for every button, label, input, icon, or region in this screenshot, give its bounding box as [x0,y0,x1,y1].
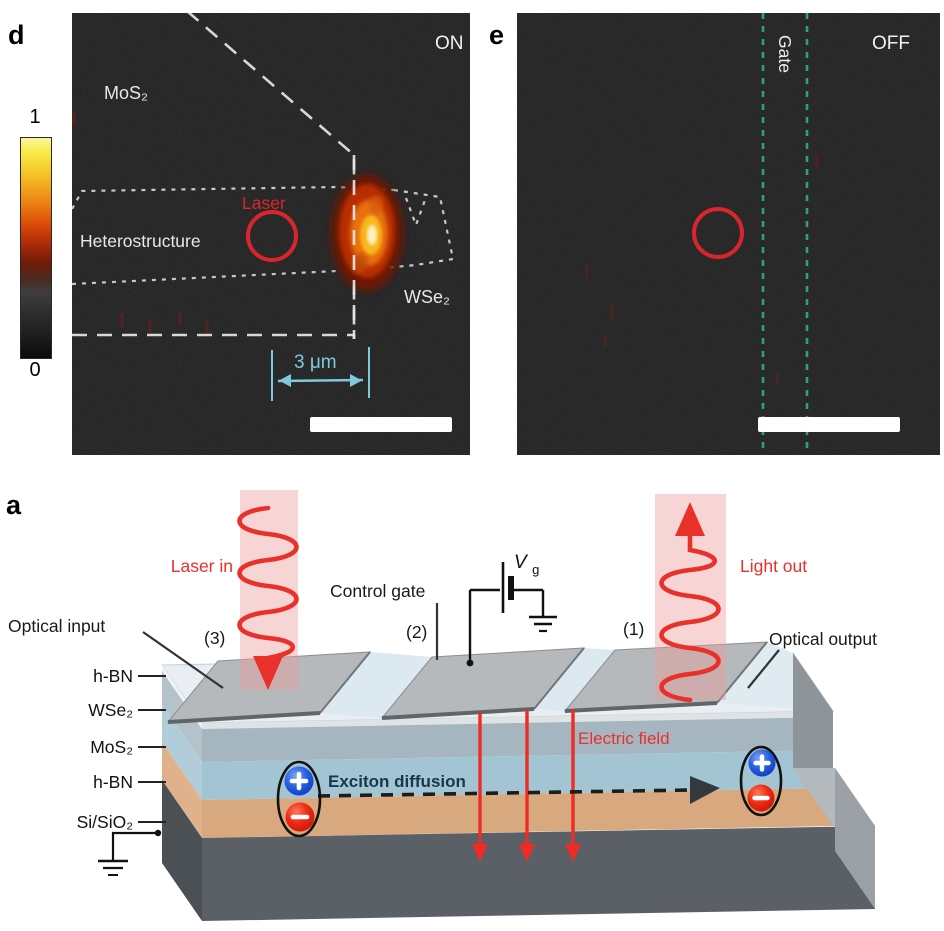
exciton-right [739,745,783,817]
faint-red-marks [72,111,209,333]
panel-a-letter: a [6,490,22,520]
heterostructure-outline [72,185,455,286]
field-arrowhead-icon [519,844,535,862]
electrode-1-label: (1) [623,619,644,639]
arrowhead-right-icon [350,374,362,387]
electrode-2 [380,647,586,720]
panel-e-noise-light [517,13,940,455]
gate-voltage-label: V g [514,552,539,577]
panel-e-status: OFF [872,33,910,54]
layer-hbn-top-front [202,711,833,729]
mos2-flake-boundary [72,13,356,339]
layer-label-wse2: WSe₂ [88,700,133,720]
panel-d-status: ON [435,33,464,54]
ground-icon [529,615,557,633]
electrode-3-label: (3) [204,628,225,648]
electric-field-label: Electric field [578,729,670,748]
layer-label-hbn-bottom: h-BN [93,772,133,792]
laser-label: Laser [242,193,286,213]
scale-bar [758,417,900,432]
laser-in-arrow [237,505,299,690]
battery-icon [501,562,514,613]
left-face-substrate [162,780,202,921]
panel-e-letter: e [489,20,505,50]
left-face-hbn-bottom [162,742,202,838]
plus-icon [289,771,309,791]
layer-label-substrate: Si/SiO₂ [77,812,133,832]
colorbar [20,137,52,359]
laser-in-label: Laser in [171,556,233,576]
wse2-region-label: WSe₂ [404,287,450,307]
substrate-ground-icon [98,831,158,876]
exciton-left [276,760,322,838]
laser-position-circle [246,210,298,262]
scale-bar [310,417,452,432]
arrowhead-left-icon [279,374,291,387]
diffusion-arrowhead-icon [690,776,720,804]
plus-icon [753,754,771,772]
panel-a-schematic: Laser in Control gate Light out Optical … [8,490,877,921]
ground-contact-dot [154,829,162,837]
heterostructure-label: Heterostructure [80,231,201,251]
down-arrowhead-icon [253,656,283,690]
layer-leader-lines [138,675,166,823]
layer-label-hbn-top: h-BN [93,666,133,686]
distance-label: 3 μm [294,352,337,373]
colorbar-min-label: 0 [29,359,41,381]
light-out-label: Light out [740,556,807,576]
optical-output-label: Optical output [769,629,877,649]
panel-d-letter: d [8,20,25,50]
light-out-arrow [659,502,721,703]
optical-output-leader [747,649,780,689]
field-arrowhead-icon [472,844,488,862]
layer-mos2-front [202,750,833,800]
layer-hbn-bottom-front [202,788,833,838]
panel-d-image: ON MoS₂ Heterostructure Laser WSe₂ 3 μm [72,13,470,455]
layer-label-mos2: MoS₂ [90,737,133,757]
optical-input-label: Optical input [8,616,105,636]
wire-contact-dot [466,659,474,667]
layer-wse2-front [202,717,833,762]
layer-substrate-front [202,826,875,921]
control-gate-label: Control gate [330,581,425,601]
exciton-diffusion-label: Exciton diffusion [328,772,466,791]
up-arrowhead-icon [675,502,705,536]
gate-circuit [468,588,545,663]
substrate-right-face [835,768,875,909]
panel-e-image: Gate OFF [517,13,940,455]
mos2-region-label: MoS₂ [104,83,148,103]
distance-annotation: 3 μm [271,347,370,401]
faint-red-marks [585,155,819,385]
device-stack [161,641,875,921]
left-face-mos2 [162,704,202,800]
optical-input-leader [142,631,224,689]
electrode-2-label: (2) [406,622,427,642]
laser-position-circle [692,207,744,259]
electric-field-arrows [478,709,575,846]
top-face-streak [320,652,432,718]
colorbar-max-label: 1 [29,106,41,128]
emission-spot [331,175,403,291]
electric-field-arrowheads [472,844,581,862]
top-face-streak [534,648,615,711]
field-arrowhead-icon [565,844,581,862]
gate-label: Gate [775,35,795,73]
